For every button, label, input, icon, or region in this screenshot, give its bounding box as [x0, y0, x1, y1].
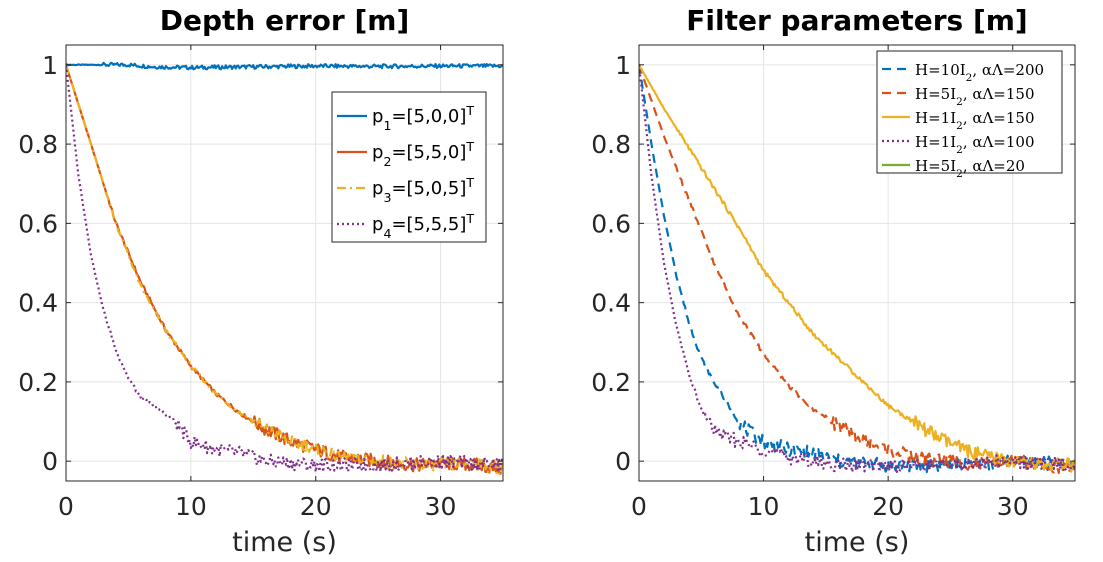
x-tick-label: 20 [300, 492, 332, 521]
axes-box [638, 44, 1076, 482]
x-tick-label: 0 [631, 492, 647, 521]
legend-label-2: p2=[5,5,0]T [372, 139, 474, 169]
y-tick-label: 1 [42, 51, 58, 80]
series-line-1 [66, 61, 503, 71]
series-line-3 [66, 64, 503, 477]
series-line-4 [66, 64, 503, 473]
legend-box [876, 50, 1063, 174]
x-tick-label: 10 [175, 492, 207, 521]
chart-title: Depth error [m] [160, 4, 410, 37]
series-line-2 [639, 64, 1075, 474]
legend-label-1: H=10I2, αΛ=200 [915, 61, 1044, 84]
x-tick-label: 20 [872, 492, 904, 521]
x-tick-label: 30 [997, 492, 1029, 521]
legend-label-2: H=5I2, αΛ=150 [915, 85, 1035, 108]
legend: p1=[5,0,0]T p2=[5,5,0]T p3=[5,0,5]T p4=[5,5… [331, 91, 487, 243]
legend-label-3: H=1I2, αΛ=150 [915, 109, 1035, 132]
y-tick-label: 0 [615, 447, 631, 476]
y-tick-label: 0.6 [18, 209, 58, 238]
y-tick-label: 0.8 [18, 130, 58, 159]
y-tick-label: 0.8 [591, 130, 631, 159]
series-line-4 [639, 64, 1075, 474]
legend-label-4: p4=[5,5,5]T [372, 211, 474, 241]
y-tick-label: 0.6 [591, 209, 631, 238]
legend-label-5: H=5I2, αΛ=20 [915, 157, 1025, 180]
y-tick-label: 1 [615, 51, 631, 80]
chart-depth-error: 0 10 20 30 0 0.2 0.4 0.6 0.8 1 Depth error [m] time… [18, 4, 504, 558]
x-tick-label: 10 [748, 492, 780, 521]
x-axis-label: time (s) [232, 527, 337, 558]
legend-label-4: H=1I2, αΛ=100 [915, 133, 1035, 156]
axes-box [65, 44, 504, 482]
y-tick-label: 0.4 [591, 289, 631, 318]
x-tick-label: 30 [425, 492, 457, 521]
x-tick-label: 0 [58, 492, 74, 521]
y-tick-label: 0 [42, 447, 58, 476]
legend-label-1: p1=[5,0,0]T [372, 103, 474, 133]
x-axis-label: time (s) [805, 527, 910, 558]
y-tick-label: 0.2 [591, 368, 631, 397]
y-tick-label: 0.4 [18, 289, 58, 318]
y-tick-label: 0.2 [18, 368, 58, 397]
chart-filter-parameters: 0 10 20 30 0 0.2 0.4 0.6 0.8 1 Filter parameters [… [591, 4, 1076, 558]
legend-label-3: p3=[5,0,5]T [372, 175, 474, 205]
chart-title: Filter parameters [m] [686, 4, 1027, 37]
